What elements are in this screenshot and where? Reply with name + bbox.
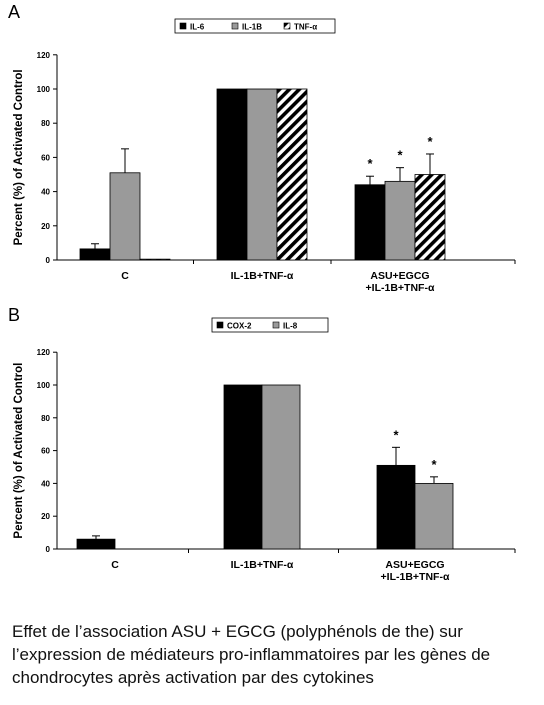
bar-il-1b-1 [246,88,278,261]
legend-label: IL-6 [190,23,205,32]
bar-cox-2-0 [76,538,116,550]
legend-box [174,18,336,34]
significance-asterisk: * [397,148,403,163]
y-tick-label: 60 [41,447,50,456]
bar-tnf--0 [139,258,171,261]
bar-il-1b-2 [384,180,416,261]
bar-il-6-0 [79,248,111,261]
y-tick-label: 0 [46,256,51,265]
figure-caption: Effet de l’association ASU + EGCG (polyp… [12,622,491,687]
y-tick-label: 40 [41,188,50,197]
y-tick-label: 120 [37,51,51,60]
legend-swatch-cox-2 [216,321,224,329]
bar-il-8-2 [414,482,454,550]
x-category-label: ASU+EGCG [370,270,429,282]
y-axis-label: Percent (%) of Activated Control [13,363,25,539]
legend-box [211,317,329,333]
significance-asterisk: * [393,427,399,442]
y-tick-label: 100 [37,85,51,94]
x-category-label: C [121,270,129,282]
x-category-label: C [111,559,119,571]
x-category-label: ASU+EGCG [385,559,444,571]
legend-label: IL-1B [242,23,262,32]
panel-label-b: B [8,305,21,325]
y-tick-label: 20 [41,222,50,231]
legend-swatch-il-6 [179,22,187,30]
legend-swatch-il-1b [231,22,239,30]
x-category-label: IL-1B+TNF-α [231,270,294,282]
y-tick-label: 80 [41,119,50,128]
significance-asterisk: * [367,156,373,171]
x-category-label: +IL-1B+TNF-α [366,282,435,294]
y-tick-label: 80 [41,414,50,423]
y-tick-label: 100 [37,381,51,390]
legend-swatch-il-8 [272,321,280,329]
y-tick-label: 0 [46,545,51,554]
y-axis-label: Percent (%) of Activated Control [13,69,25,245]
bar-cox-2-1 [223,384,263,550]
bar-il-6-1 [216,88,248,261]
chart-panel-b: 0 20 40 60 80 100 120 Percent (%) of Activated … [13,317,516,583]
bar-cox-2-2 [376,464,416,550]
panel-label-a: A [8,2,21,22]
chart-panel-a: 0 20 40 60 80 100 120 Percent (%) of Activated … [13,18,516,294]
significance-asterisk: * [427,134,433,149]
y-tick-label: 60 [41,153,50,162]
y-tick-label: 20 [41,512,50,521]
bar-il-1b-0 [109,172,141,261]
legend-swatch-tnf- [283,22,291,30]
bar-tnf--2 [414,174,446,261]
legend-label: IL-8 [283,322,298,331]
legend-label: COX-2 [227,322,252,331]
y-tick-label: 120 [37,348,51,357]
bar-tnf--1 [276,88,308,261]
x-category-label: IL-1B+TNF-α [231,559,294,571]
legend-label: TNF-α [294,23,317,32]
bar-il-6-2 [354,184,386,261]
y-tick-label: 40 [41,479,50,488]
bar-il-8-1 [261,384,301,550]
significance-asterisk: * [431,457,437,472]
x-category-label: +IL-1B+TNF-α [381,571,450,583]
